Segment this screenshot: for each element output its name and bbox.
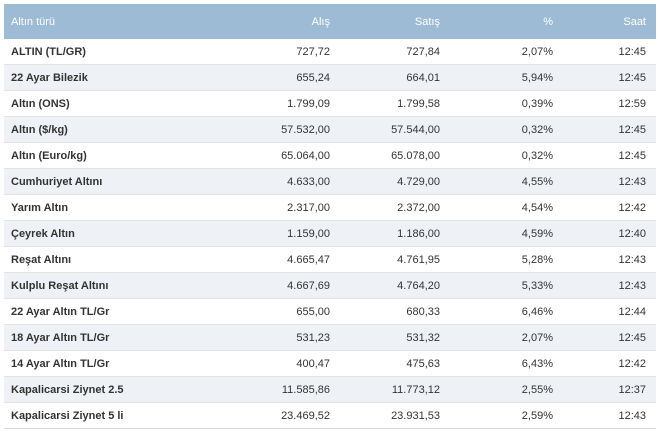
cell-gold-type[interactable]: ALTIN (TL/GR) xyxy=(4,39,177,65)
column-header-buy[interactable]: Alış xyxy=(177,4,340,39)
cell-change-percent: 4,55% xyxy=(450,168,563,195)
cell-buy-price: 57.532,00 xyxy=(177,116,340,143)
cell-buy-price: 23.469,52 xyxy=(177,402,340,429)
cell-buy-price: 2.317,00 xyxy=(177,194,340,221)
table-row[interactable]: Kapalicarsi Ziynet 5 li 23.469,52 23.931,5… xyxy=(4,402,656,429)
table-row[interactable]: 18 Ayar Altın TL/Gr 531,23 531,32 2,07% 12:4… xyxy=(4,324,656,351)
cell-gold-type[interactable]: Altın ($/kg) xyxy=(4,116,177,143)
cell-change-percent: 6,46% xyxy=(450,298,563,325)
cell-buy-price: 65.064,00 xyxy=(177,142,340,169)
gold-price-table-container: Altın türü Alış Satış % Saat ALTIN (TL/G… xyxy=(4,4,656,429)
cell-sell-price: 531,32 xyxy=(340,324,450,351)
table-header-row: Altın türü Alış Satış % Saat xyxy=(4,4,656,39)
cell-time: 12:43 xyxy=(563,272,656,299)
cell-gold-type[interactable]: Reşat Altını xyxy=(4,246,177,273)
table-row[interactable]: Yarım Altın 2.317,00 2.372,00 4,54% 12:42 xyxy=(4,194,656,221)
table-row[interactable]: Reşat Altını 4.665,47 4.761,95 5,28% 12:43 xyxy=(4,246,656,273)
cell-gold-type[interactable]: Cumhuriyet Altını xyxy=(4,168,177,195)
cell-sell-price: 475,63 xyxy=(340,350,450,377)
cell-change-percent: 4,54% xyxy=(450,194,563,221)
cell-gold-type[interactable]: Çeyrek Altın xyxy=(4,220,177,247)
cell-sell-price: 23.931,53 xyxy=(340,402,450,429)
cell-time: 12:45 xyxy=(563,142,656,169)
cell-change-percent: 0,32% xyxy=(450,116,563,143)
cell-gold-type[interactable]: Altın (ONS) xyxy=(4,90,177,117)
cell-sell-price: 4.761,95 xyxy=(340,246,450,273)
cell-sell-price: 4.729,00 xyxy=(340,168,450,195)
cell-time: 12:42 xyxy=(563,350,656,377)
cell-sell-price: 4.764,20 xyxy=(340,272,450,299)
cell-buy-price: 4.665,47 xyxy=(177,246,340,273)
cell-change-percent: 0,32% xyxy=(450,142,563,169)
column-header-gold-type[interactable]: Altın türü xyxy=(4,4,177,39)
cell-change-percent: 0,39% xyxy=(450,90,563,117)
cell-time: 12:40 xyxy=(563,220,656,247)
cell-time: 12:45 xyxy=(563,64,656,91)
cell-sell-price: 57.544,00 xyxy=(340,116,450,143)
cell-buy-price: 400,47 xyxy=(177,350,340,377)
table-row[interactable]: Altın (ONS) 1.799,09 1.799,58 0,39% 12:59 xyxy=(4,90,656,117)
cell-time: 12:59 xyxy=(563,90,656,117)
table-row[interactable]: Kulplu Reşat Altını 4.667,69 4.764,20 5,33%… xyxy=(4,272,656,299)
table-row[interactable]: Cumhuriyet Altını 4.633,00 4.729,00 4,55% 12… xyxy=(4,168,656,195)
cell-sell-price: 65.078,00 xyxy=(340,142,450,169)
table-row[interactable]: Kapalicarsi Ziynet 2.5 11.585,86 11.773,12… xyxy=(4,376,656,403)
cell-buy-price: 4.633,00 xyxy=(177,168,340,195)
cell-time: 12:45 xyxy=(563,324,656,351)
cell-gold-type[interactable]: 22 Ayar Bilezik xyxy=(4,64,177,91)
cell-sell-price: 664,01 xyxy=(340,64,450,91)
table-row[interactable]: ALTIN (TL/GR) 727,72 727,84 2,07% 12:45 xyxy=(4,39,656,65)
cell-change-percent: 5,94% xyxy=(450,64,563,91)
cell-change-percent: 5,33% xyxy=(450,272,563,299)
cell-buy-price: 655,24 xyxy=(177,64,340,91)
table-row[interactable]: Çeyrek Altın 1.159,00 1.186,00 4,59% 12:40 xyxy=(4,220,656,247)
column-header-sell[interactable]: Satış xyxy=(340,4,450,39)
table-row[interactable]: Altın (Euro/kg) 65.064,00 65.078,00 0,32% 12… xyxy=(4,142,656,169)
cell-sell-price: 1.186,00 xyxy=(340,220,450,247)
cell-time: 12:37 xyxy=(563,376,656,403)
cell-gold-type[interactable]: 18 Ayar Altın TL/Gr xyxy=(4,324,177,351)
cell-gold-type[interactable]: Yarım Altın xyxy=(4,194,177,221)
cell-time: 12:43 xyxy=(563,402,656,429)
cell-change-percent: 2,59% xyxy=(450,402,563,429)
cell-sell-price: 11.773,12 xyxy=(340,376,450,403)
cell-gold-type[interactable]: Altın (Euro/kg) xyxy=(4,142,177,169)
cell-buy-price: 11.585,86 xyxy=(177,376,340,403)
cell-change-percent: 2,07% xyxy=(450,324,563,351)
table-row[interactable]: 22 Ayar Bilezik 655,24 664,01 5,94% 12:45 xyxy=(4,64,656,91)
cell-change-percent: 5,28% xyxy=(450,246,563,273)
table-body: ALTIN (TL/GR) 727,72 727,84 2,07% 12:45 22 Ay… xyxy=(4,39,656,429)
cell-gold-type[interactable]: Kulplu Reşat Altını xyxy=(4,272,177,299)
cell-change-percent: 2,55% xyxy=(450,376,563,403)
cell-time: 12:44 xyxy=(563,298,656,325)
table-row[interactable]: Altın ($/kg) 57.532,00 57.544,00 0,32% 12:45 xyxy=(4,116,656,143)
cell-buy-price: 4.667,69 xyxy=(177,272,340,299)
cell-time: 12:45 xyxy=(563,39,656,65)
table-row[interactable]: 22 Ayar Altın TL/Gr 655,00 680,33 6,46% 12:4… xyxy=(4,298,656,325)
column-header-percent[interactable]: % xyxy=(450,4,563,39)
gold-price-table: Altın türü Alış Satış % Saat ALTIN (TL/G… xyxy=(4,4,656,429)
cell-gold-type[interactable]: 22 Ayar Altın TL/Gr xyxy=(4,298,177,325)
cell-sell-price: 680,33 xyxy=(340,298,450,325)
cell-time: 12:45 xyxy=(563,116,656,143)
cell-change-percent: 4,59% xyxy=(450,220,563,247)
cell-buy-price: 1.159,00 xyxy=(177,220,340,247)
cell-time: 12:43 xyxy=(563,168,656,195)
cell-sell-price: 2.372,00 xyxy=(340,194,450,221)
cell-buy-price: 1.799,09 xyxy=(177,90,340,117)
cell-time: 12:42 xyxy=(563,194,656,221)
cell-change-percent: 6,43% xyxy=(450,350,563,377)
cell-gold-type[interactable]: 14 Ayar Altın TL/Gr xyxy=(4,350,177,377)
cell-gold-type[interactable]: Kapalicarsi Ziynet 2.5 xyxy=(4,376,177,403)
cell-gold-type[interactable]: Kapalicarsi Ziynet 5 li xyxy=(4,402,177,429)
cell-buy-price: 727,72 xyxy=(177,39,340,65)
cell-buy-price: 531,23 xyxy=(177,324,340,351)
cell-sell-price: 1.799,58 xyxy=(340,90,450,117)
cell-buy-price: 655,00 xyxy=(177,298,340,325)
column-header-time[interactable]: Saat xyxy=(563,4,656,39)
cell-sell-price: 727,84 xyxy=(340,39,450,65)
table-row[interactable]: 14 Ayar Altın TL/Gr 400,47 475,63 6,43% 12:4… xyxy=(4,350,656,377)
cell-time: 12:43 xyxy=(563,246,656,273)
cell-change-percent: 2,07% xyxy=(450,39,563,65)
